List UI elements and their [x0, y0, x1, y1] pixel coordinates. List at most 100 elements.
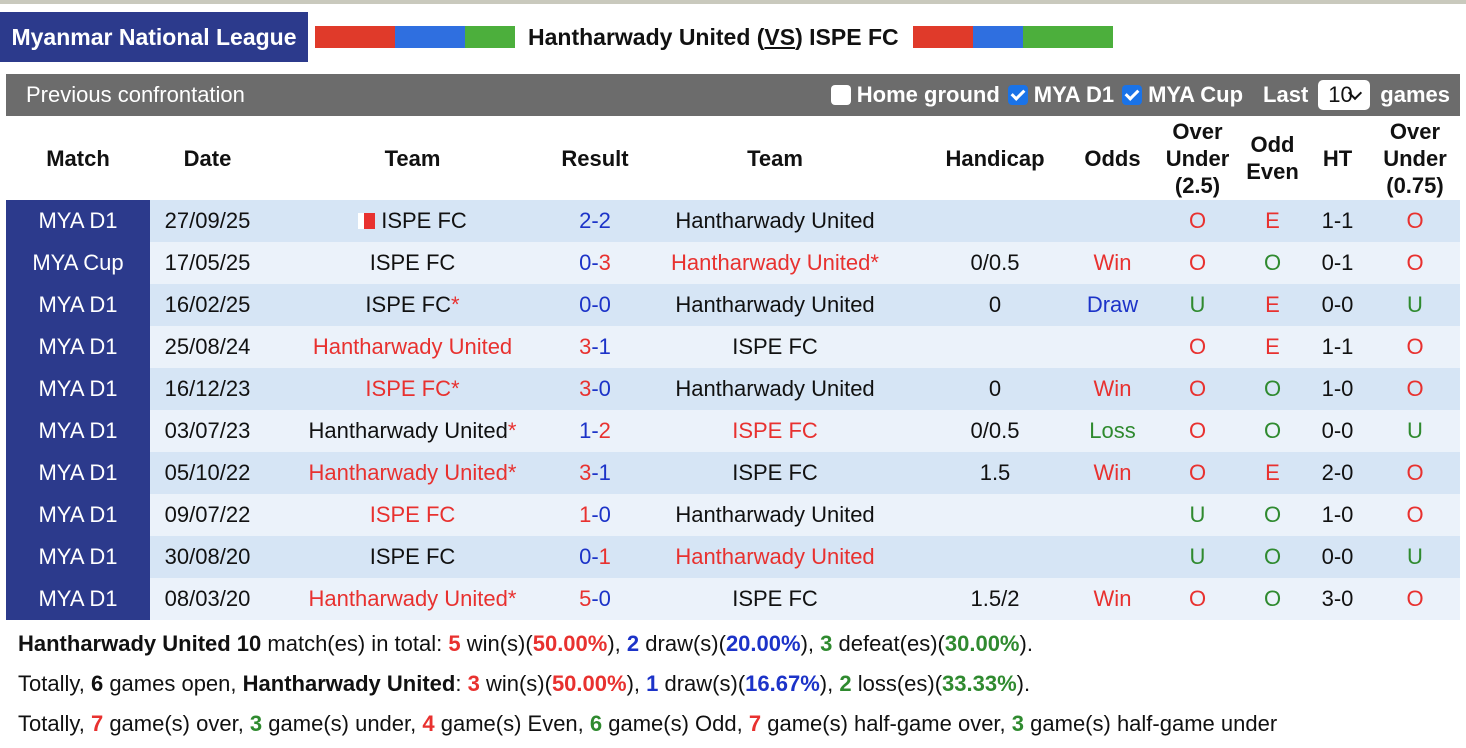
match-type: MYA D1 — [6, 200, 150, 242]
summary-text: Totally, — [18, 671, 91, 696]
match-type: MYA D1 — [6, 494, 150, 536]
ht-value: 1-1 — [1321, 334, 1354, 359]
score-away: 0 — [598, 502, 611, 527]
odds-value: Win — [1093, 376, 1132, 401]
ht: 2-0 — [1305, 452, 1370, 494]
date: 16/02/25 — [150, 284, 265, 326]
ht: 1-1 — [1305, 200, 1370, 242]
odds-value: Draw — [1086, 292, 1139, 317]
score-home: 3 — [579, 334, 592, 359]
ht-value: 0-1 — [1321, 250, 1354, 275]
score-home: 3 — [579, 460, 592, 485]
oe: O — [1240, 536, 1305, 578]
score-away: 0 — [598, 292, 611, 317]
away-team: ISPE FC — [732, 334, 818, 359]
checkbox[interactable] — [1122, 85, 1143, 105]
ou: O — [1155, 410, 1240, 452]
summary-text: game(s) half-game under — [1024, 711, 1278, 736]
odds-value: Win — [1093, 586, 1132, 611]
ou: O — [1155, 368, 1240, 410]
handicap — [920, 200, 1070, 242]
summary-value: Hantharwady United — [242, 671, 456, 696]
match-type: MYA Cup — [6, 242, 150, 284]
date: 16/12/23 — [150, 368, 265, 410]
team-mark: * — [507, 460, 517, 485]
summary-text: loss(es)( — [851, 671, 943, 696]
handicap-value: 1.5/2 — [970, 586, 1020, 611]
color-bar — [395, 26, 465, 48]
home-team: Hantharwady United — [308, 460, 508, 485]
home-team: ISPE FC — [381, 208, 467, 233]
matchup-away: ) ISPE FC — [795, 24, 899, 50]
away-team-cell: ISPE FC — [630, 410, 920, 452]
team-mark: * — [451, 292, 460, 317]
handicap-value: 1.5 — [979, 460, 1011, 485]
home-team: Hantharwady United — [308, 418, 508, 443]
ou2: O — [1370, 368, 1460, 410]
ou: U — [1155, 536, 1240, 578]
ou-value: O — [1188, 334, 1207, 359]
ht-value: 0-0 — [1321, 544, 1354, 569]
ou: U — [1155, 494, 1240, 536]
date: 03/07/23 — [150, 410, 265, 452]
score-away: 2 — [598, 418, 611, 443]
league-label: Myanmar National League — [0, 12, 308, 62]
summary-value: 30.00% — [944, 631, 1020, 656]
away-team-cell: ISPE FC — [630, 452, 920, 494]
odds — [1070, 326, 1155, 368]
match-type: MYA D1 — [6, 578, 150, 620]
away-team-cell: ISPE FC — [630, 578, 920, 620]
handicap — [920, 536, 1070, 578]
oe: E — [1240, 200, 1305, 242]
away-team: Hantharwady United — [671, 250, 871, 275]
summary-line: Totally, 7 game(s) over, 3 game(s) under… — [18, 704, 1277, 744]
games-select[interactable]: 10 — [1318, 80, 1371, 110]
home-team: ISPE FC — [369, 544, 456, 569]
ou2-value: O — [1406, 376, 1424, 401]
summary-text: game(s) Odd, — [602, 711, 749, 736]
match-row: MYA D1 05/10/22 Hantharwady United* 3-1 ISPE… — [6, 452, 1460, 494]
oe-value: O — [1263, 544, 1282, 569]
result: 3-0 — [560, 368, 630, 410]
summary-text: game(s) Even, — [434, 711, 590, 736]
filter-label: Home ground — [856, 82, 1000, 107]
ou: U — [1155, 284, 1240, 326]
score-away: 1 — [598, 334, 611, 359]
summary-value: 6 — [589, 711, 603, 736]
summary-value: 20.00% — [725, 631, 801, 656]
home-team: ISPE FC — [369, 502, 456, 527]
odds: Win — [1070, 452, 1155, 494]
color-bar — [913, 26, 973, 48]
summary-value: 33.33% — [942, 671, 1017, 696]
checkbox[interactable] — [1007, 85, 1028, 105]
filter-label: MYA D1 — [1033, 82, 1115, 107]
score-home: 1 — [579, 418, 592, 443]
away-team-cell: Hantharwady United* — [630, 242, 920, 284]
ht-value: 1-0 — [1321, 376, 1354, 401]
odds — [1070, 200, 1155, 242]
ou2-value: U — [1407, 544, 1423, 569]
result: 0-0 — [560, 284, 630, 326]
away-team: ISPE FC — [732, 586, 818, 611]
summary-text: game(s) over, — [103, 711, 250, 736]
match-row: MYA D1 30/08/20 ISPE FC 0-1 Hantharwady Unit… — [6, 536, 1460, 578]
match-row: MYA Cup 17/05/25 ISPE FC 0-3 Hantharwady Uni… — [6, 242, 1460, 284]
color-bar — [465, 26, 515, 48]
ou2-value: O — [1406, 460, 1424, 485]
checkbox[interactable] — [830, 85, 851, 105]
column-header: Team — [630, 116, 920, 200]
oe-value: E — [1265, 460, 1280, 485]
ht-value: 0-0 — [1321, 292, 1354, 317]
summary-value: 5 — [448, 631, 461, 656]
match-row: MYA D1 03/07/23 Hantharwady United* 1-2 ISPE… — [6, 410, 1460, 452]
away-team-cell: ISPE FC — [630, 326, 920, 368]
odds-value: Loss — [1089, 418, 1136, 443]
ht: 1-1 — [1305, 326, 1370, 368]
ou2: U — [1370, 410, 1460, 452]
games-label: games — [1380, 82, 1450, 107]
ou2: O — [1370, 494, 1460, 536]
summary-value: 4 — [422, 711, 435, 736]
away-team-cell: Hantharwady United — [630, 494, 920, 536]
match-type: MYA D1 — [6, 284, 150, 326]
score-sep: - — [591, 208, 599, 233]
